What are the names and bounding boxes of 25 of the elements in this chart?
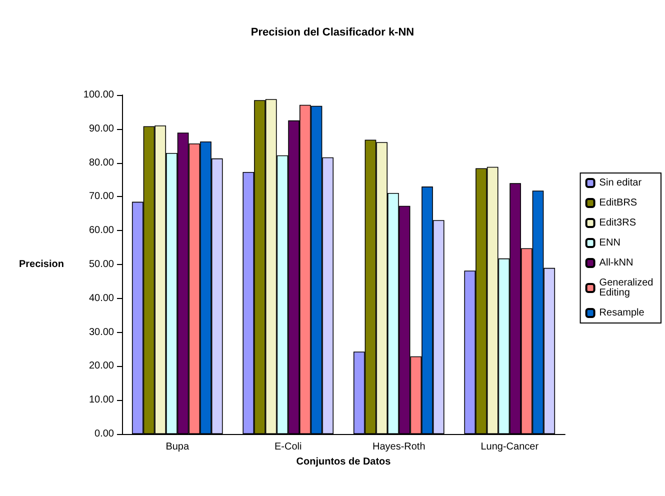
x-tick-label: Bupa	[166, 442, 190, 452]
y-tick-label: 80.00	[88, 157, 114, 168]
y-tick-label: 0.00	[94, 428, 114, 440]
y-tick-label: 70.00	[88, 191, 114, 202]
x-tick-label: Hayes-Roth	[372, 442, 426, 452]
y-tick-label: 100.00	[83, 90, 114, 100]
y-tick-label: 40.00	[88, 292, 114, 304]
y-tick-label: 50.00	[88, 259, 114, 270]
y-tick-label: 20.00	[88, 360, 114, 372]
y-axis-title: Precision	[18, 259, 64, 270]
y-tick-label: 60.00	[88, 225, 114, 236]
y-tick-label: 30.00	[88, 326, 114, 338]
chart-title: Precision del Clasificador k-NN	[250, 26, 414, 38]
legend-label: Generalized Editing	[599, 278, 656, 298]
legend-label: ENN	[599, 238, 620, 248]
y-tick-label: 90.00	[88, 123, 114, 134]
x-tick-label: Lung-Cancer	[480, 442, 540, 452]
legend-label: EditBRS	[599, 198, 638, 208]
x-tick-label: E-Coli	[274, 442, 302, 452]
legend-label: Edit3RS	[599, 218, 636, 228]
x-axis-title: Conjuntos de Datos	[296, 456, 392, 468]
legend-label: Sin editar	[599, 178, 642, 188]
legend-label: Resample	[599, 308, 645, 318]
legend-label: All-kNN	[599, 258, 634, 268]
y-tick-label: 10.00	[88, 394, 114, 406]
